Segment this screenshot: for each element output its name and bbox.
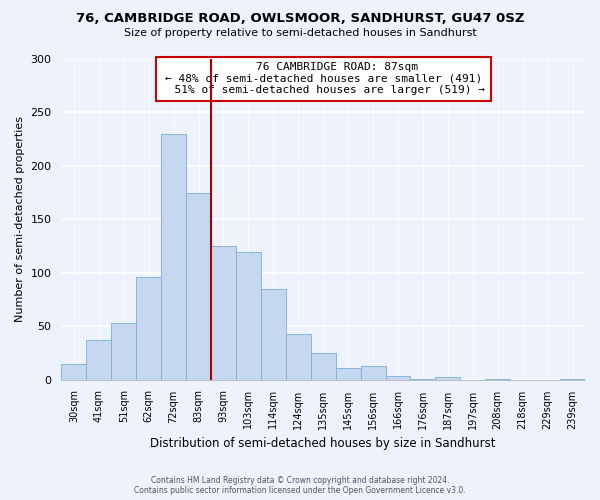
Bar bbox=[111, 323, 136, 380]
Bar bbox=[335, 368, 361, 380]
Bar bbox=[261, 288, 286, 380]
Bar bbox=[311, 353, 335, 380]
Bar bbox=[136, 277, 161, 380]
Bar bbox=[560, 378, 585, 380]
Bar bbox=[61, 364, 86, 380]
Bar bbox=[410, 378, 436, 380]
Bar bbox=[236, 252, 261, 380]
Bar bbox=[436, 378, 460, 380]
Text: 76, CAMBRIDGE ROAD, OWLSMOOR, SANDHURST, GU47 0SZ: 76, CAMBRIDGE ROAD, OWLSMOOR, SANDHURST,… bbox=[76, 12, 524, 26]
Bar bbox=[485, 378, 510, 380]
Bar bbox=[286, 334, 311, 380]
Text: 76 CAMBRIDGE ROAD: 87sqm
← 48% of semi-detached houses are smaller (491)
  51% o: 76 CAMBRIDGE ROAD: 87sqm ← 48% of semi-d… bbox=[161, 62, 485, 96]
X-axis label: Distribution of semi-detached houses by size in Sandhurst: Distribution of semi-detached houses by … bbox=[151, 437, 496, 450]
Text: Size of property relative to semi-detached houses in Sandhurst: Size of property relative to semi-detach… bbox=[124, 28, 476, 38]
Bar bbox=[386, 376, 410, 380]
Bar bbox=[211, 246, 236, 380]
Bar bbox=[161, 134, 186, 380]
Text: Contains HM Land Registry data © Crown copyright and database right 2024.
Contai: Contains HM Land Registry data © Crown c… bbox=[134, 476, 466, 495]
Y-axis label: Number of semi-detached properties: Number of semi-detached properties bbox=[15, 116, 25, 322]
Bar bbox=[186, 192, 211, 380]
Bar bbox=[86, 340, 111, 380]
Bar bbox=[361, 366, 386, 380]
